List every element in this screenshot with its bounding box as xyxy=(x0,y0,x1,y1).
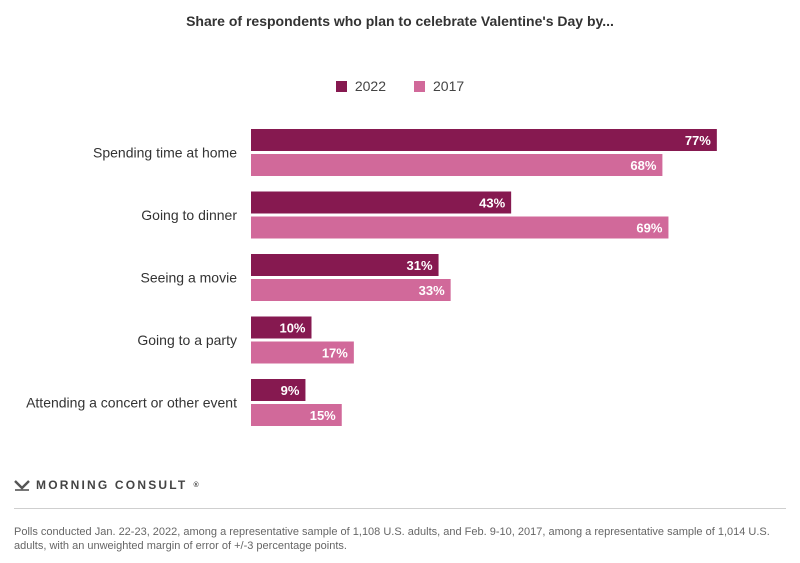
bar-2022 xyxy=(251,191,512,214)
morning-consult-logo-icon xyxy=(14,480,30,491)
legend-swatch-2022 xyxy=(335,80,347,92)
data-label-2022: 43% xyxy=(479,196,505,211)
brand-trademark: ® xyxy=(193,481,199,489)
legend-item-2022: 2022 xyxy=(335,78,386,94)
footnote: Polls conducted Jan. 22-23, 2022, among … xyxy=(14,526,770,552)
data-label-2017: 69% xyxy=(636,221,662,236)
brand-name: MORNING CONSULT xyxy=(36,478,188,492)
legend-swatch-2017 xyxy=(414,80,425,92)
bar-2022 xyxy=(251,254,439,276)
category-label: Attending a concert or other event xyxy=(26,395,237,411)
data-label-2017: 15% xyxy=(310,408,336,423)
category-label: Going to a party xyxy=(137,332,237,348)
bar-2017 xyxy=(251,154,663,176)
bar-2022 xyxy=(251,129,717,151)
data-label-2022: 31% xyxy=(407,258,433,273)
bar-2017 xyxy=(251,341,354,364)
bar-2017 xyxy=(251,404,342,426)
data-label-2022: 10% xyxy=(279,321,305,336)
category-label: Going to dinner xyxy=(141,207,237,223)
data-label-2022: 9% xyxy=(281,383,300,398)
bar-2017 xyxy=(251,279,451,301)
bar-2022 xyxy=(251,379,306,401)
legend-label-2022: 2022 xyxy=(354,78,386,94)
bar-2022 xyxy=(251,316,312,339)
data-label-2017: 68% xyxy=(630,158,656,173)
bar-2017 xyxy=(251,216,669,239)
legend-item-2017: 2017 xyxy=(414,78,464,94)
footer-divider xyxy=(14,508,786,509)
category-label: Spending time at home xyxy=(93,145,237,161)
legend: 2022 2017 xyxy=(0,78,800,94)
bar-chart: Spending time at home 77% 68% Going to dinn… xyxy=(26,129,717,426)
category-label: Seeing a movie xyxy=(140,270,237,286)
legend-label-2017: 2017 xyxy=(433,78,465,94)
data-label-2022: 77% xyxy=(685,133,711,148)
chart-title: Share of respondents who plan to celebra… xyxy=(186,13,614,29)
data-label-2017: 33% xyxy=(419,283,445,298)
data-label-2017: 17% xyxy=(322,346,348,361)
brand-logo: MORNING CONSULT ® xyxy=(14,478,199,492)
